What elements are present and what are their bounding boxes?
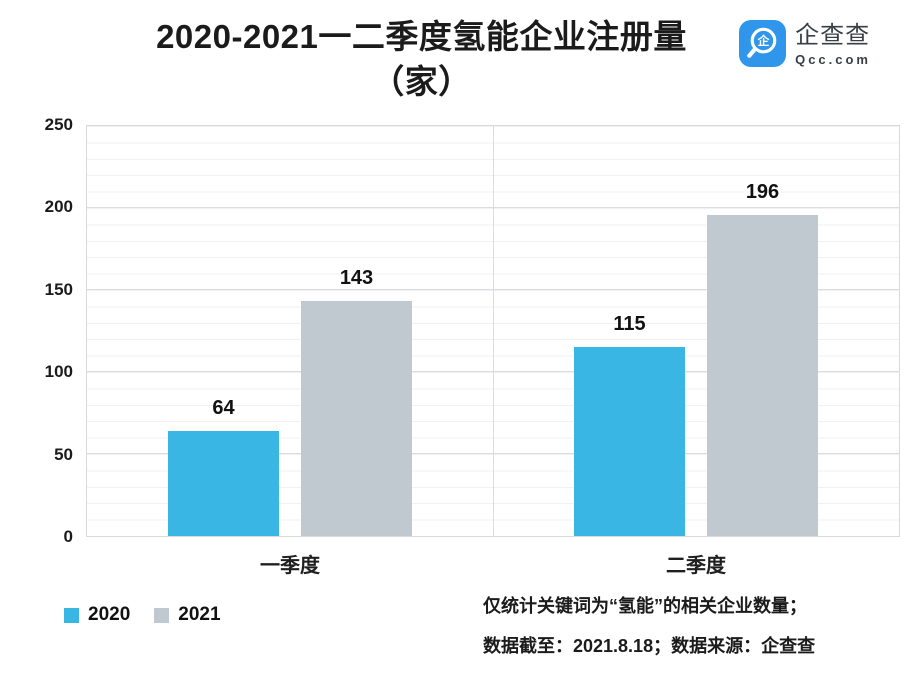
y-tick-label: 100: [44, 362, 73, 382]
x-axis-label: 二季度: [666, 555, 726, 577]
bar-group: 64 143: [87, 126, 493, 536]
y-tick-label: 50: [54, 444, 73, 464]
bar-value-label: 143: [339, 267, 374, 290]
y-tick-label: 150: [44, 279, 73, 299]
bar-group: 115 196: [493, 126, 899, 536]
legend-item-2021: 2021: [154, 604, 221, 626]
qcc-logo-text: 企查查 Qcc.com: [795, 20, 871, 67]
category-divider-line: [493, 126, 494, 536]
qcc-brand-name: 企查查: [795, 22, 871, 49]
legend-label: 2021: [178, 604, 221, 625]
qcc-brand-domain: Qcc.com: [795, 52, 871, 67]
bar-2021-二季度: 196: [707, 181, 818, 536]
legend-swatch: [154, 607, 170, 623]
plot-area: 64 143 115 196: [86, 125, 900, 537]
x-axis-labels: 一季度 二季度: [87, 537, 899, 578]
bar-value-label: 115: [613, 313, 646, 336]
y-tick-label: 200: [44, 197, 73, 217]
qcc-logo: 企 企查查 Qcc.com: [739, 20, 871, 67]
chart-title-line1: 2020-2021一二季度氢能企业注册量: [156, 18, 687, 55]
bar-2020-一季度: 64: [168, 397, 279, 536]
source-notes: 仅统计关键词为“氢能”的相关企业数量； 数据截至：2021.8.18；数据来源：企…: [483, 586, 815, 666]
y-tick-label: 250: [44, 115, 73, 134]
chart-area: 0 50 100 150 200 250 64 143 115 196: [0, 115, 907, 546]
qcc-logo-icon: 企: [739, 20, 787, 67]
chart-title: 2020-2021一二季度氢能企业注册量 （家）: [0, 14, 907, 104]
major-gridline: [87, 207, 899, 208]
note-line: 数据截至：2021.8.18；数据来源：企查查: [483, 636, 816, 656]
x-axis-label: 一季度: [260, 555, 320, 577]
major-gridline: [87, 453, 899, 454]
legend-swatch: [64, 607, 79, 623]
major-gridline: [87, 289, 899, 290]
legend: 2020 2021: [64, 604, 221, 626]
y-axis: 0 50 100 150 200 250: [0, 115, 86, 546]
note-line: 仅统计关键词为“氢能”的相关企业数量；: [483, 596, 807, 616]
bar-2020-二季度: 115: [574, 313, 685, 536]
svg-text:企: 企: [757, 34, 770, 48]
legend-item-2020: 2020: [64, 604, 130, 626]
bar-2021-一季度: 143: [301, 267, 412, 536]
y-tick-label: 0: [63, 527, 73, 546]
legend-label: 2020: [88, 604, 131, 625]
header: 2020-2021一二季度氢能企业注册量 （家） 企 企查查 Qcc.com: [0, 0, 907, 104]
bar-value-label: 64: [212, 397, 235, 420]
chart-title-line2: （家）: [371, 63, 472, 100]
bar-value-label: 196: [745, 180, 780, 203]
footer: 2020 2021 仅统计关键词为“氢能”的相关企业数量； 数据截至：2021.8.…: [0, 578, 907, 677]
major-gridline: [87, 371, 899, 372]
